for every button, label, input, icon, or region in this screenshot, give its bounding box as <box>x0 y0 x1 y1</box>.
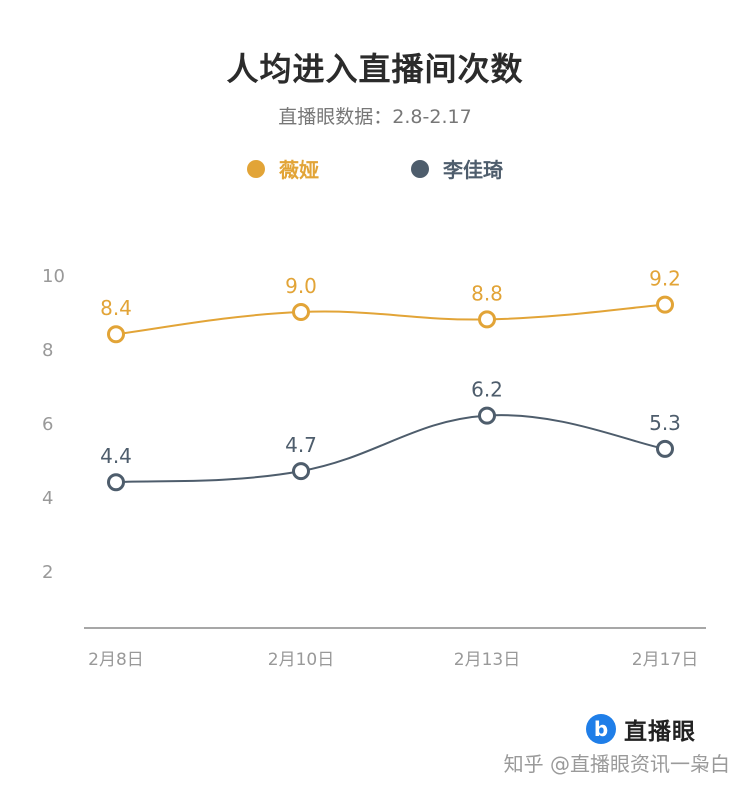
series-line-2 <box>115 414 666 484</box>
y-tick-label: 8 <box>42 340 53 361</box>
data-point <box>478 310 496 329</box>
data-point <box>107 325 125 344</box>
brand-logo-icon: b <box>586 714 616 744</box>
x-tick-label: 2月8日 <box>88 650 144 670</box>
legend-item-series-2: 李佳琦 <box>411 154 503 183</box>
chart-title: 人均进入直播间次数 <box>226 50 524 88</box>
data-label: 6.2 <box>471 378 503 402</box>
data-point <box>107 473 125 492</box>
data-label: 8.8 <box>471 281 503 305</box>
x-tick-label: 2月17日 <box>632 650 698 670</box>
y-tick-label: 2 <box>42 562 53 583</box>
series-line-1 <box>115 303 666 336</box>
chart-subtitle: 直播眼数据：2.8-2.17 <box>278 106 472 128</box>
x-tick-label: 2月13日 <box>454 650 520 670</box>
brand: b 直播眼 <box>586 712 696 746</box>
data-point <box>478 406 496 425</box>
data-point <box>292 462 310 481</box>
data-point <box>656 295 674 314</box>
y-tick-label: 6 <box>42 414 53 435</box>
data-label: 9.2 <box>649 267 681 291</box>
data-point <box>656 439 674 458</box>
data-point <box>292 303 310 321</box>
data-label: 9.0 <box>285 274 317 298</box>
legend-label-series-2: 李佳琦 <box>443 158 503 182</box>
data-label: 4.4 <box>100 444 132 468</box>
legend-item-series-1: 薇娅 <box>247 154 319 183</box>
legend-dot-series-1 <box>247 159 265 178</box>
y-tick-label: 4 <box>42 488 53 509</box>
data-label: 5.3 <box>649 411 681 435</box>
x-tick-label: 2月10日 <box>268 650 334 670</box>
brand-name: 直播眼 <box>624 719 696 745</box>
data-label: 4.7 <box>285 433 317 457</box>
legend-label-series-1: 薇娅 <box>279 158 319 182</box>
legend-dot-series-2 <box>411 159 429 178</box>
watermark: 知乎 @直播眼资讯一枭白 <box>503 752 730 776</box>
data-label: 8.4 <box>100 296 132 320</box>
y-tick-label: 10 <box>42 266 65 287</box>
legend: 薇娅 李佳琦 <box>0 154 750 183</box>
